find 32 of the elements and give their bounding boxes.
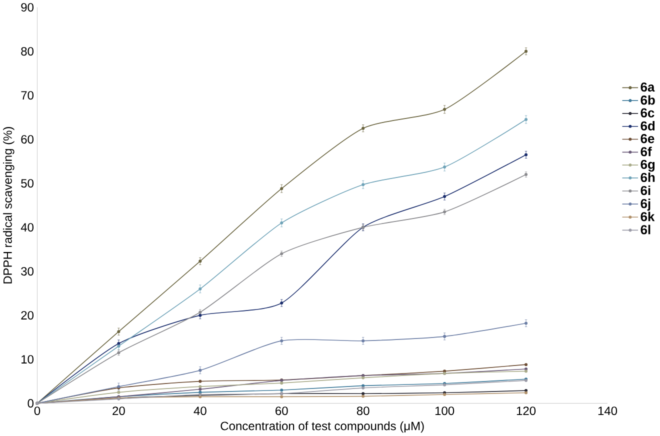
legend-label: 6h — [640, 172, 655, 182]
x-axis-title: Concentration of test compounds (μM) — [220, 422, 424, 433]
y-tick-label: 90 — [21, 3, 34, 12]
y-tick-label: 10 — [22, 355, 34, 364]
legend-label: 6e — [640, 134, 654, 144]
y-tick-label: 20 — [21, 311, 34, 320]
y-tick-label: 0 — [28, 399, 34, 408]
y-tick-label: 30 — [21, 267, 34, 276]
x-tick-label: 80 — [356, 406, 370, 416]
legend-label: 6c — [640, 108, 654, 118]
y-tick-label: 50 — [21, 179, 34, 188]
x-tick-label: 140 — [598, 406, 618, 416]
legend-label: 6g — [640, 160, 655, 172]
legend-label: 6d — [640, 121, 655, 131]
x-tick-label: 0 — [34, 406, 40, 416]
legend-label: 6i — [640, 186, 650, 196]
y-axis-title: DPPH radical scavenging (%) — [3, 127, 14, 284]
x-tick-label: 20 — [112, 406, 125, 416]
legend-label: 6f — [640, 146, 652, 156]
legend-label: 6j — [640, 198, 650, 211]
y-tick-label: 80 — [21, 47, 34, 56]
legend-label: 6l — [640, 224, 650, 234]
y-tick-label: 70 — [21, 91, 34, 100]
legend-label: 6a — [640, 82, 655, 92]
x-tick-label: 60 — [276, 406, 288, 416]
legend-label: 6b — [640, 95, 655, 105]
x-tick-label: 40 — [194, 406, 206, 416]
x-tick-label: 120 — [516, 406, 536, 416]
y-tick-label: 40 — [20, 223, 34, 232]
y-tick-label: 60 — [21, 135, 34, 144]
legend-label: 6k — [640, 212, 655, 222]
x-tick-label: 100 — [435, 406, 454, 416]
